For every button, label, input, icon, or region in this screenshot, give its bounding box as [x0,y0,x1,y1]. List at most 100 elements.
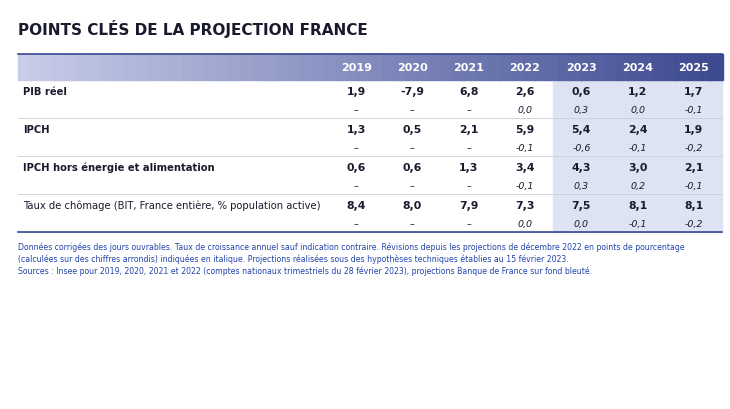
Bar [88,55,101,81]
Bar [488,55,499,81]
Text: –: – [410,182,415,191]
Text: 0,0: 0,0 [518,220,532,229]
Bar [299,55,312,81]
Bar [464,55,476,81]
Text: 0,6: 0,6 [572,87,591,97]
Bar [264,55,277,81]
Bar [370,55,383,81]
Bar [123,55,136,81]
Bar [18,119,722,157]
Text: –: – [466,182,471,191]
Text: 5,4: 5,4 [572,125,591,135]
Text: –: – [410,106,415,115]
Bar [675,55,688,81]
Bar [553,81,722,119]
Bar [229,55,242,81]
Bar [553,195,722,232]
Text: 0,0: 0,0 [630,106,645,115]
Text: 2019: 2019 [341,63,372,73]
Text: 5,9: 5,9 [515,125,534,135]
Text: 7,5: 7,5 [572,200,591,211]
Bar [687,55,699,81]
Text: 2021: 2021 [453,63,484,73]
Bar [358,55,371,81]
Text: –: – [410,144,415,153]
Bar [499,55,511,81]
Text: 2,1: 2,1 [459,125,478,135]
Bar [253,55,265,81]
Bar [347,55,358,81]
Bar [335,55,347,81]
Text: 6,8: 6,8 [459,87,478,97]
Text: 8,0: 8,0 [403,200,422,211]
Bar [171,55,182,81]
Bar [206,55,218,81]
Text: 3,4: 3,4 [515,163,535,173]
Bar [581,55,593,81]
Text: 7,9: 7,9 [459,200,478,211]
Text: 0,3: 0,3 [574,182,589,191]
Bar [604,55,617,81]
Text: 2,4: 2,4 [628,125,648,135]
Bar [569,55,582,81]
Text: Données corrigées des jours ouvrables. Taux de croissance annuel sauf indication: Données corrigées des jours ouvrables. T… [18,243,685,252]
Bar [182,55,194,81]
Text: 2022: 2022 [510,63,540,73]
Text: 4,3: 4,3 [572,163,591,173]
Text: -0,1: -0,1 [516,144,534,153]
Bar [18,55,30,81]
Bar [288,55,300,81]
Text: 2,6: 2,6 [515,87,535,97]
Bar [42,55,54,81]
Text: 0,0: 0,0 [574,220,589,229]
Bar [405,55,418,81]
Text: –: – [410,220,415,229]
Text: -0,1: -0,1 [516,182,534,191]
Bar [241,55,253,81]
Bar [558,55,570,81]
Bar [53,55,66,81]
Bar [511,55,523,81]
Text: 2023: 2023 [566,63,596,73]
Text: 7,3: 7,3 [515,200,535,211]
Bar [523,55,535,81]
Bar [135,55,147,81]
Bar [218,55,230,81]
Text: 8,1: 8,1 [684,200,704,211]
Bar [30,55,42,81]
Text: 0,6: 0,6 [403,163,422,173]
Text: 8,1: 8,1 [628,200,648,211]
Text: –: – [466,144,471,153]
Bar [65,55,77,81]
Bar [553,157,722,195]
Bar [147,55,159,81]
Bar [159,55,171,81]
Bar [534,55,547,81]
Text: –: – [354,220,358,229]
Text: -0,1: -0,1 [685,182,703,191]
Text: Sources : Insee pour 2019, 2020, 2021 et 2022 (comptes nationaux trimestriels du: Sources : Insee pour 2019, 2020, 2021 et… [18,266,592,276]
Bar [710,55,723,81]
Bar [546,55,558,81]
Text: –: – [354,106,358,115]
Text: -0,1: -0,1 [629,220,647,229]
Text: 0,3: 0,3 [574,106,589,115]
Bar [18,157,722,195]
Text: IPCH: IPCH [23,125,50,135]
Text: IPCH hors énergie et alimentation: IPCH hors énergie et alimentation [23,162,215,173]
Text: -0,6: -0,6 [572,144,591,153]
Text: -0,2: -0,2 [685,144,703,153]
Text: –: – [354,182,358,191]
Bar [628,55,640,81]
Text: –: – [466,220,471,229]
Text: 2,1: 2,1 [684,163,704,173]
Bar [593,55,605,81]
Text: -7,9: -7,9 [401,87,424,97]
Bar [382,55,394,81]
Bar [440,55,453,81]
Text: 1,9: 1,9 [347,87,366,97]
Bar [18,195,722,232]
Bar [452,55,464,81]
Bar [323,55,335,81]
Text: (calculées sur des chiffres arrondis) indiquées en italique. Projections réalisé: (calculées sur des chiffres arrondis) in… [18,254,569,264]
